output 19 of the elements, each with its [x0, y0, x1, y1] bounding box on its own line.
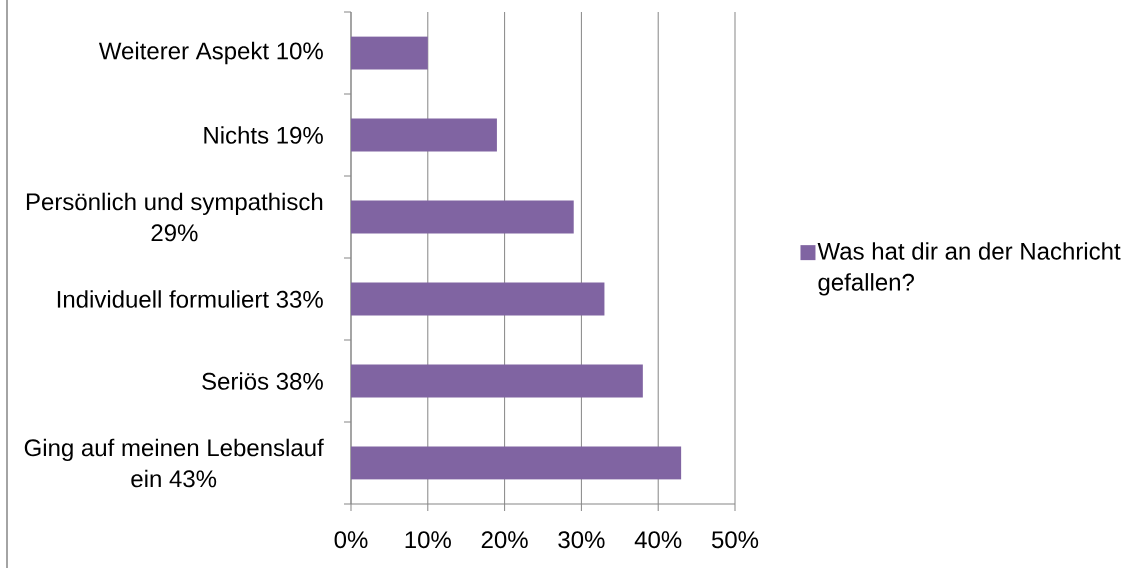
y-tick-label: Weiterer Aspekt 10%	[98, 41, 323, 65]
y-tick-label: Nichts 19%	[204, 126, 323, 144]
bar	[351, 446, 682, 480]
x-tick-label: 30%	[558, 531, 605, 549]
bar	[351, 36, 428, 70]
y-tick-label: Ging auf meinen Lebenslauf ein 43%	[24, 438, 324, 488]
x-tick-label: 0%	[334, 531, 368, 549]
y-tick-label: Persönlich und sympathisch 29%	[26, 192, 323, 242]
x-tick-label: 50%	[711, 531, 759, 549]
bar	[351, 118, 497, 152]
x-tick-label: 10%	[405, 531, 451, 549]
bar	[351, 200, 574, 234]
x-tick-label: 40%	[634, 531, 682, 549]
x-tick-label: 20%	[481, 531, 528, 549]
legend-label: Was hat dir an der Nachricht gefallen?	[817, 242, 1121, 296]
y-tick-label: Individuell formuliert 33%	[57, 290, 323, 308]
y-tick-label: Seriös 38%	[202, 372, 323, 390]
bar	[351, 364, 643, 398]
bar	[351, 282, 605, 316]
